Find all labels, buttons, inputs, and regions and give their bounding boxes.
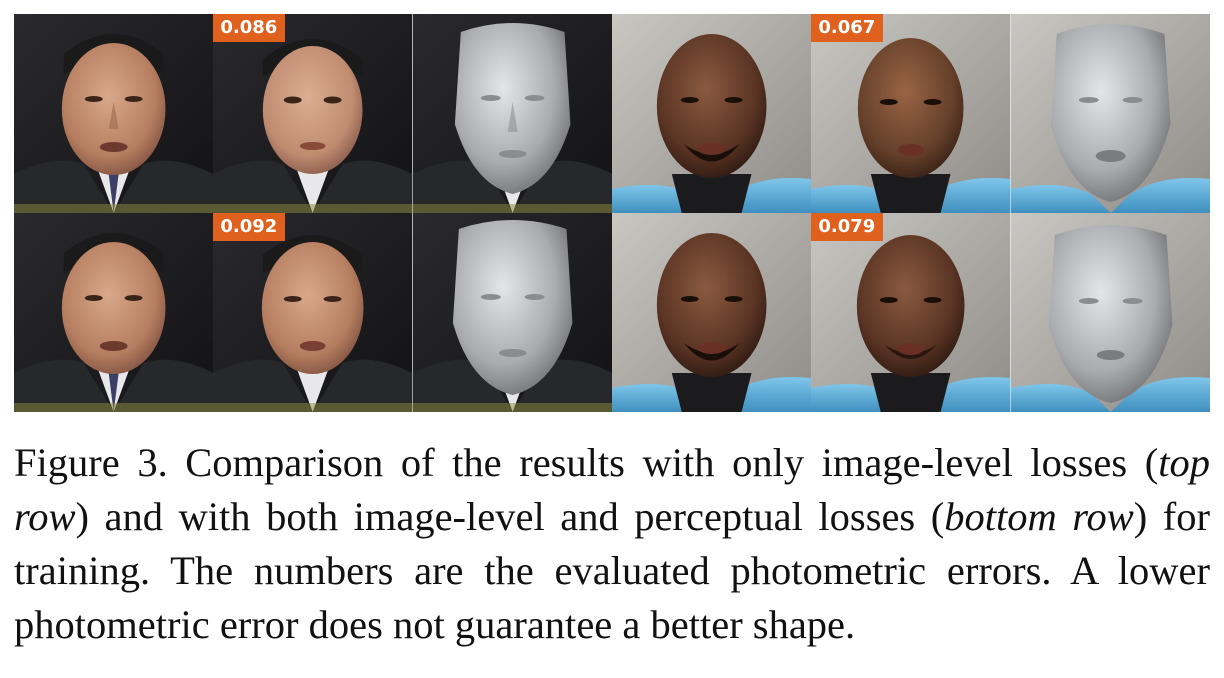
caption-emphasis-bottom-row: bottom row [944, 494, 1134, 539]
top-row-reconstruction-1: 0.086 [213, 14, 413, 213]
bottom-row-shape-render-2 [1010, 213, 1210, 412]
face-render-icon [1010, 213, 1210, 412]
face-render-icon [1010, 14, 1210, 213]
photometric-error-badge: 0.092 [213, 213, 286, 241]
photometric-error-badge: 0.086 [213, 14, 286, 42]
face-render-icon [412, 14, 612, 213]
caption-text: ) and with both image-level and perceptu… [75, 494, 945, 539]
bottom-row-input-photo-2 [611, 213, 812, 412]
figure-image-grid: 0.086 [14, 14, 1210, 412]
photometric-error-badge: 0.079 [811, 213, 884, 241]
face-photo-icon [213, 14, 413, 213]
photometric-error-badge: 0.067 [811, 14, 884, 42]
figure-label: Figure 3. [14, 440, 168, 485]
face-render-icon [412, 213, 612, 412]
caption-text: ) for training. The numbers are the eval… [14, 494, 1210, 647]
top-row-shape-render-2 [1010, 14, 1210, 213]
top-row-reconstruction-2: 0.067 [811, 14, 1011, 213]
bottom-row-input-photo-1 [14, 213, 214, 412]
bottom-row-reconstruction-1: 0.092 [213, 213, 413, 412]
caption-emphasis-top-row: top row [14, 440, 1210, 539]
face-photo-icon [811, 213, 1011, 412]
face-photo-icon [14, 14, 214, 213]
top-row-input-photo-1 [14, 14, 214, 213]
bottom-row-shape-render-1 [412, 213, 612, 412]
face-photo-icon [811, 14, 1011, 213]
bottom-row-reconstruction-2: 0.079 [811, 213, 1011, 412]
face-photo-icon [611, 14, 812, 213]
face-photo-icon [611, 213, 812, 412]
figure-caption: Figure 3. Comparison of the results with… [14, 436, 1210, 652]
face-photo-icon [213, 213, 413, 412]
face-photo-icon [14, 213, 214, 412]
caption-text: Comparison of the results with only imag… [167, 440, 1159, 485]
top-row-input-photo-2 [611, 14, 812, 213]
top-row-shape-render-1 [412, 14, 612, 213]
